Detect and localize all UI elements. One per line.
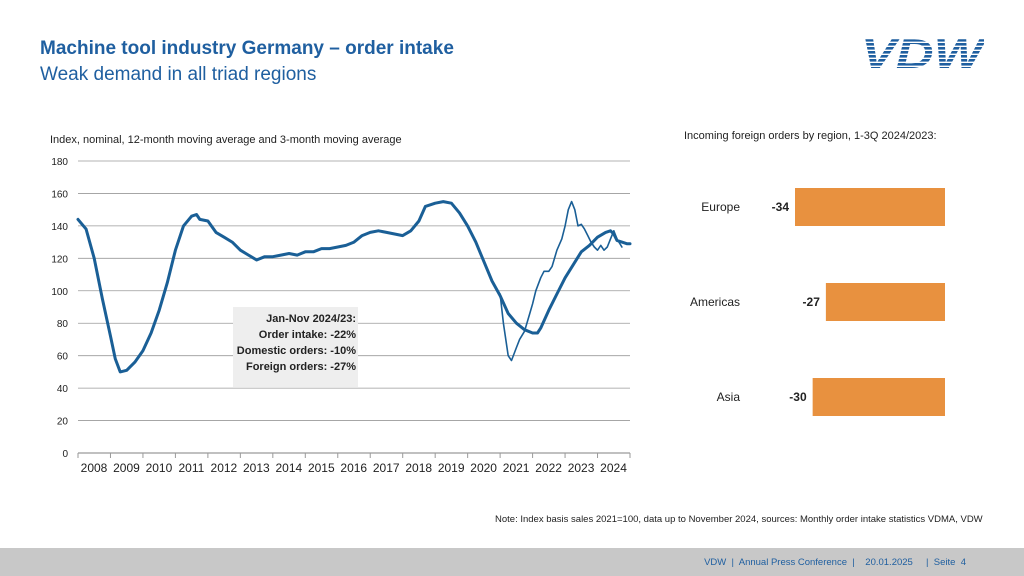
footer-bar: VDW | Annual Press Conference | 20.01.20… bbox=[0, 548, 1024, 576]
line-chart-grid bbox=[78, 160, 630, 454]
y-tick-label: 180 bbox=[51, 157, 68, 168]
x-tick-label: 2016 bbox=[340, 461, 367, 475]
x-tick-label: 2019 bbox=[438, 461, 465, 475]
x-tick-label: 2010 bbox=[146, 461, 173, 475]
bar-value-label: -34 bbox=[772, 200, 790, 214]
bar-americas bbox=[825, 283, 945, 321]
x-tick-label: 2009 bbox=[113, 461, 140, 475]
bar-category-label: Asia bbox=[717, 390, 741, 404]
y-tick-label: 20 bbox=[57, 417, 69, 428]
x-tick-label: 2020 bbox=[470, 461, 497, 475]
bar-value-label: -30 bbox=[789, 390, 807, 404]
annotation-line: Jan-Nov 2024/23: bbox=[266, 313, 356, 325]
x-tick-label: 2017 bbox=[373, 461, 400, 475]
annotation-background bbox=[233, 307, 358, 387]
series-line-12m-avg bbox=[76, 200, 632, 374]
x-tick-label: 2018 bbox=[405, 461, 432, 475]
y-tick-label: 100 bbox=[51, 287, 68, 298]
logo-text: VDW bbox=[861, 35, 984, 71]
series-line-3m-avg bbox=[499, 200, 623, 362]
line-series bbox=[76, 200, 632, 374]
x-tick-label: 2022 bbox=[535, 461, 562, 475]
annotation-line: Order intake: -22% bbox=[259, 329, 356, 341]
x-tick-label: 2008 bbox=[81, 461, 108, 475]
y-tick-label: 160 bbox=[51, 189, 68, 200]
annotation-line: Foreign orders: -27% bbox=[246, 361, 356, 373]
y-tick-label: 40 bbox=[57, 384, 69, 395]
bar-europe bbox=[795, 188, 945, 226]
annotation-box: Jan-Nov 2024/23: Order intake: -22% Domest… bbox=[233, 307, 358, 387]
x-tick-label: 2012 bbox=[211, 461, 238, 475]
vdw-logo: VDW bbox=[861, 35, 984, 71]
source-note: Note: Index basis sales 2021=100, data u… bbox=[495, 514, 983, 525]
y-axis-labels: 0 20 40 60 80 100 120 140 160 180 bbox=[51, 157, 68, 460]
y-tick-label: 60 bbox=[57, 352, 69, 363]
footer-text: VDW | Annual Press Conference | 20.01.20… bbox=[704, 557, 966, 568]
x-tick-label: 2013 bbox=[243, 461, 270, 475]
line-chart-caption: Index, nominal, 12-month moving average … bbox=[50, 134, 402, 146]
bar-category-label: Americas bbox=[690, 295, 740, 309]
page-subtitle: Weak demand in all triad regions bbox=[40, 64, 317, 85]
page-title: Machine tool industry Germany – order in… bbox=[40, 38, 454, 59]
x-tick-label: 2024 bbox=[600, 461, 627, 475]
y-tick-label: 120 bbox=[51, 254, 68, 265]
x-tick-label: 2011 bbox=[179, 461, 205, 475]
bar-category-label: Europe bbox=[701, 200, 740, 214]
bar-value-label: -27 bbox=[803, 295, 821, 309]
bar-asia bbox=[812, 378, 945, 416]
x-axis: 2008 2009 2010 2011 2012 2013 2014 2015 2016 2017… bbox=[77, 453, 631, 475]
x-tick-label: 2021 bbox=[503, 461, 530, 475]
annotation-line: Domestic orders: -10% bbox=[237, 345, 356, 357]
x-tick-label: 2015 bbox=[308, 461, 335, 475]
y-tick-label: 80 bbox=[57, 319, 69, 330]
bar-chart-caption: Incoming foreign orders by region, 1-3Q … bbox=[684, 130, 937, 142]
y-tick-label: 140 bbox=[51, 222, 68, 233]
bar-chart: -34 Europe -27 Americas -30 Asia bbox=[690, 188, 945, 416]
x-tick-label: 2014 bbox=[275, 461, 302, 475]
chart-canvas: 0 20 40 60 80 100 120 140 160 180 2008 2009 2010 201… bbox=[51, 157, 945, 475]
x-tick-label: 2023 bbox=[568, 461, 595, 475]
y-tick-label: 0 bbox=[62, 449, 68, 460]
